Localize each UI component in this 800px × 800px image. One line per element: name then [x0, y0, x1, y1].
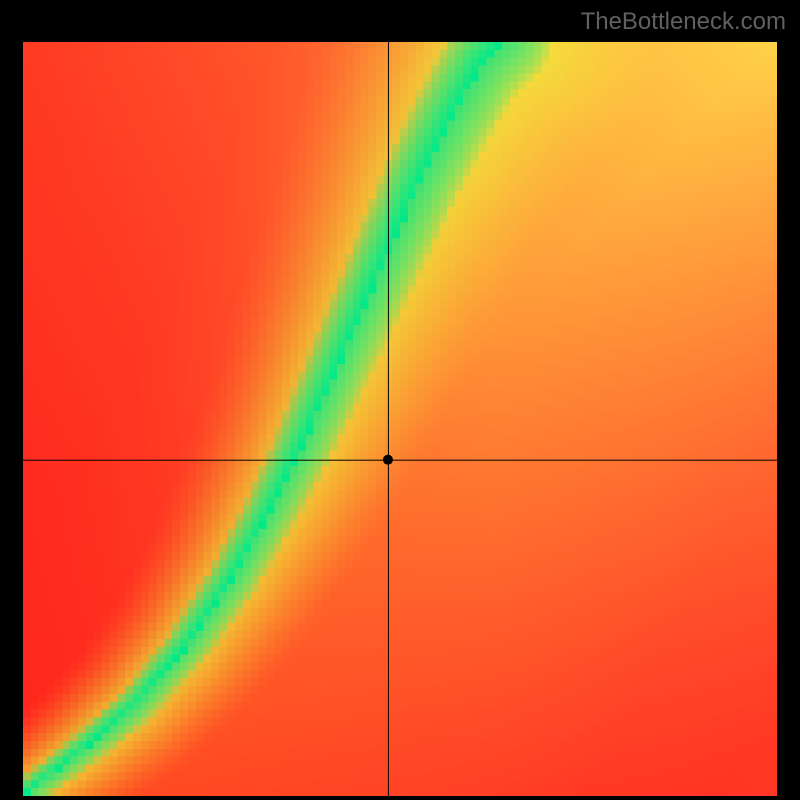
watermark-text: TheBottleneck.com — [581, 8, 786, 36]
overlay-canvas — [23, 42, 777, 796]
chart-container: TheBottleneck.com — [0, 0, 800, 800]
heatmap-plot — [23, 42, 777, 796]
